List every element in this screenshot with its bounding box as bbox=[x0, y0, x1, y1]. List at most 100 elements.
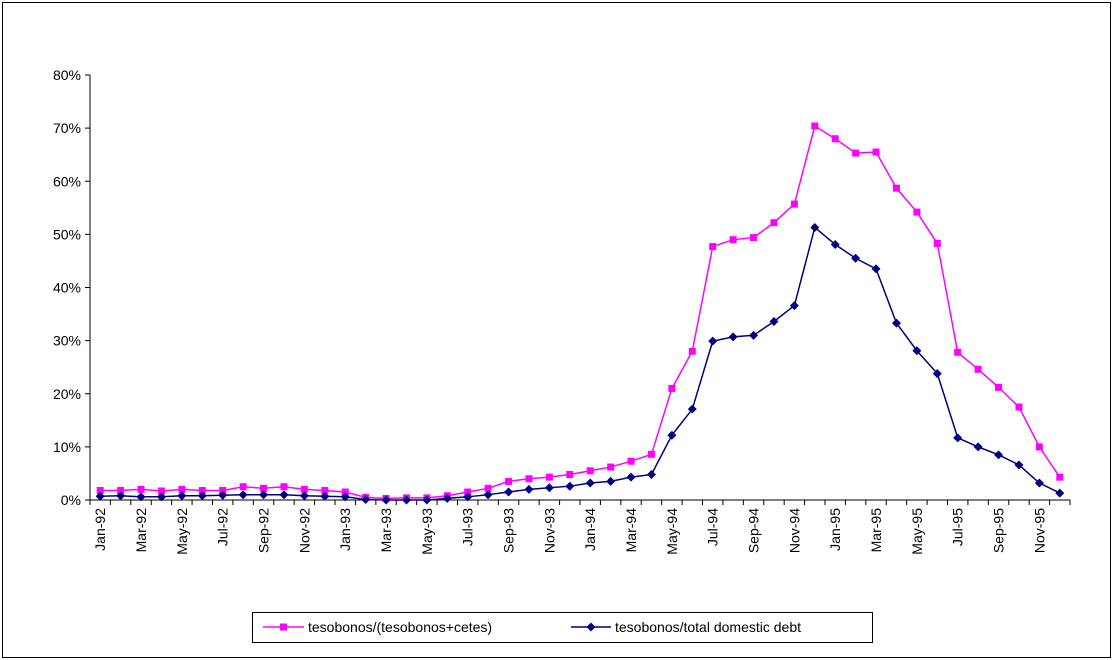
data-point-series-1 bbox=[321, 486, 329, 494]
data-point-series-1 bbox=[954, 348, 962, 356]
data-point-series-2 bbox=[851, 253, 861, 263]
x-tick-label: Mar-93 bbox=[378, 508, 394, 553]
data-point-series-1 bbox=[750, 234, 758, 242]
data-point-series-2 bbox=[810, 222, 820, 232]
legend-marker-series-1 bbox=[280, 623, 287, 631]
data-point-series-1 bbox=[566, 471, 574, 478]
data-point-series-2 bbox=[769, 317, 779, 326]
y-tick-label: 20% bbox=[53, 386, 81, 402]
data-point-series-2 bbox=[606, 476, 616, 486]
data-point-series-1 bbox=[668, 384, 676, 392]
series-layer bbox=[95, 122, 1065, 505]
legend-label-series-2: tesobonos/total domestic debt bbox=[615, 619, 801, 635]
x-tick-label: May-92 bbox=[174, 508, 190, 555]
x-tick-label: Nov-92 bbox=[296, 508, 312, 553]
data-point-series-1 bbox=[892, 184, 900, 192]
data-point-series-1 bbox=[790, 200, 798, 208]
data-point-series-1 bbox=[647, 450, 655, 458]
data-point-series-1 bbox=[96, 486, 104, 494]
data-point-series-2 bbox=[218, 490, 228, 500]
data-point-series-2 bbox=[463, 492, 473, 502]
x-tick-label: Jul-92 bbox=[215, 508, 231, 546]
data-point-series-1 bbox=[198, 486, 206, 494]
data-point-series-1 bbox=[729, 236, 737, 244]
data-point-series-2 bbox=[197, 491, 207, 501]
data-point-series-2 bbox=[1055, 488, 1065, 498]
legend-label-series-1: tesobonos/(tesobonos+cetes) bbox=[308, 619, 492, 635]
data-point-series-1 bbox=[872, 148, 880, 156]
data-point-series-1 bbox=[484, 484, 492, 492]
y-tick-label: 40% bbox=[53, 280, 81, 296]
data-point-series-1 bbox=[811, 122, 819, 130]
x-tick-label: Mar-95 bbox=[868, 508, 884, 553]
data-point-series-2 bbox=[299, 491, 309, 501]
data-point-series-2 bbox=[932, 369, 942, 379]
data-point-series-1 bbox=[341, 488, 349, 496]
data-point-series-1 bbox=[464, 488, 472, 496]
data-point-series-1 bbox=[239, 483, 247, 491]
data-point-series-1 bbox=[1056, 473, 1064, 481]
data-point-series-1 bbox=[260, 484, 268, 492]
x-tick-label: Sep-92 bbox=[256, 508, 272, 553]
x-tick-label: Jul-94 bbox=[705, 508, 721, 546]
y-tick-label: 80% bbox=[53, 67, 81, 83]
data-point-series-2 bbox=[687, 404, 697, 414]
data-point-series-2 bbox=[442, 493, 452, 503]
data-point-series-2 bbox=[912, 346, 922, 356]
data-point-series-2 bbox=[483, 490, 493, 500]
data-point-series-2 bbox=[1014, 460, 1024, 470]
data-point-series-1 bbox=[607, 463, 615, 471]
x-axis-ticks: Jan-92 Mar-92 May-92 Jul-92 Sep-92 Nov-92 Jan-… bbox=[89, 500, 1071, 555]
data-point-series-1 bbox=[1015, 403, 1023, 411]
data-point-series-2 bbox=[320, 491, 330, 501]
x-tick-label: Mar-94 bbox=[623, 508, 639, 553]
x-tick-label: Nov-94 bbox=[786, 508, 802, 553]
data-point-series-2 bbox=[749, 330, 759, 340]
y-tick-label: 70% bbox=[53, 120, 81, 136]
data-point-series-1 bbox=[157, 487, 165, 495]
data-point-series-2 bbox=[708, 336, 718, 346]
data-point-series-2 bbox=[565, 481, 575, 491]
data-point-series-2 bbox=[116, 491, 126, 501]
data-point-series-2 bbox=[279, 490, 289, 500]
data-point-series-2 bbox=[789, 301, 799, 311]
y-tick-label: 60% bbox=[53, 173, 81, 189]
data-point-series-2 bbox=[136, 492, 146, 502]
data-point-series-2 bbox=[953, 433, 963, 443]
data-point-series-2 bbox=[401, 495, 411, 505]
data-point-series-2 bbox=[585, 478, 595, 488]
data-point-series-1 bbox=[688, 347, 696, 355]
data-point-series-2 bbox=[259, 490, 269, 500]
data-point-series-1 bbox=[219, 486, 227, 494]
y-tick-label: 30% bbox=[53, 333, 81, 349]
data-point-series-1 bbox=[995, 383, 1003, 391]
data-point-series-1 bbox=[586, 467, 594, 475]
x-tick-label: Sep-93 bbox=[501, 508, 517, 553]
data-point-series-2 bbox=[626, 472, 636, 482]
data-point-series-1 bbox=[913, 208, 921, 216]
data-point-series-1 bbox=[933, 239, 941, 247]
data-point-series-2 bbox=[524, 484, 534, 494]
data-point-series-1 bbox=[1035, 443, 1043, 451]
data-point-series-2 bbox=[95, 491, 105, 501]
x-tick-label: Sep-95 bbox=[991, 508, 1007, 553]
x-tick-label: Jul-95 bbox=[950, 508, 966, 546]
x-tick-label: Mar-92 bbox=[133, 508, 149, 553]
plot-area: 0% 10% 20% 30% 40% 50% 60% 70% 80% Jan-92 Mar-92 M… bbox=[53, 67, 1071, 555]
x-tick-label: Jan-92 bbox=[92, 508, 108, 551]
data-point-series-1 bbox=[852, 149, 860, 157]
data-point-series-2 bbox=[994, 450, 1004, 460]
legend: tesobonos/(tesobonos+cetes) tesobonos/to… bbox=[252, 612, 873, 643]
data-point-series-1 bbox=[770, 219, 778, 227]
x-tick-label: Jan-94 bbox=[582, 508, 598, 551]
x-tick-label: Nov-93 bbox=[541, 508, 557, 553]
x-tick-label: May-95 bbox=[909, 508, 925, 555]
data-point-series-2 bbox=[340, 492, 350, 502]
data-point-series-2 bbox=[973, 442, 983, 452]
x-tick-label: Jul-93 bbox=[460, 508, 476, 546]
data-point-series-2 bbox=[544, 483, 554, 493]
data-point-series-1 bbox=[974, 365, 982, 373]
data-point-series-1 bbox=[709, 243, 717, 251]
data-point-series-1 bbox=[280, 483, 288, 491]
